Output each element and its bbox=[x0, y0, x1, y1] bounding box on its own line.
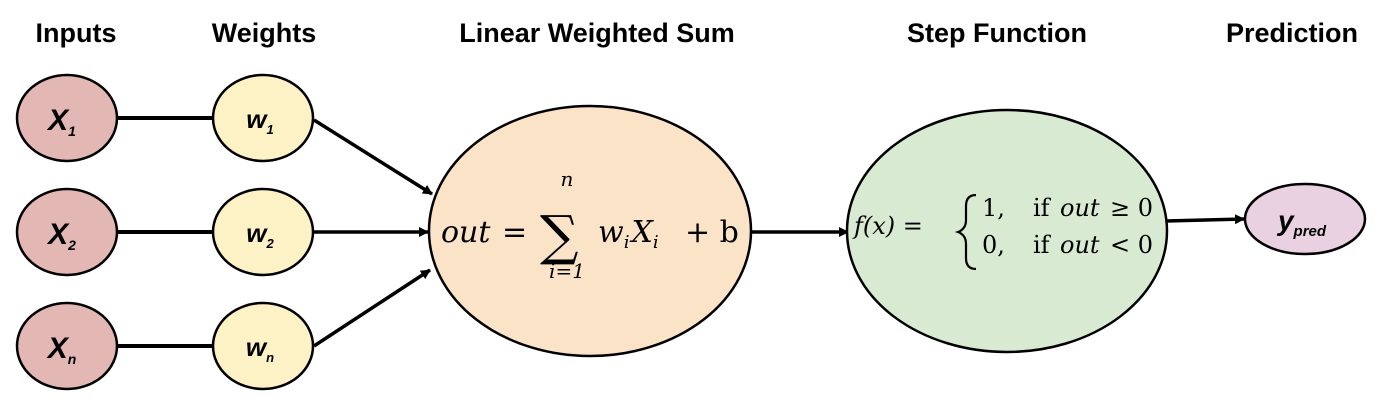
header-weights: Weights bbox=[212, 18, 317, 48]
input-node-shape bbox=[15, 301, 119, 391]
input-node-shape bbox=[15, 73, 119, 163]
case2-var: out bbox=[1060, 231, 1100, 259]
prediction-node-shape bbox=[1243, 182, 1367, 256]
input-label: Xn bbox=[46, 332, 77, 367]
weight-node-shape bbox=[211, 187, 315, 277]
case2-value: 0, bbox=[982, 231, 1005, 259]
input-label: X2 bbox=[46, 218, 76, 253]
input-node-shape bbox=[15, 187, 119, 277]
input-label: X1 bbox=[46, 104, 76, 139]
case1-condition: ≥ 0 bbox=[1110, 194, 1153, 222]
weight-label: wn bbox=[246, 332, 274, 365]
weight-label: w1 bbox=[246, 104, 273, 137]
header-step-function: Step Function bbox=[907, 18, 1087, 48]
brace-icon bbox=[954, 193, 977, 271]
sigma-symbol: ∑ bbox=[540, 204, 579, 267]
sum-lower-limit: i=1 bbox=[549, 259, 585, 283]
case2-condition: < 0 bbox=[1110, 231, 1153, 259]
weight-node-w1: w1 bbox=[211, 73, 315, 163]
case1-var: out bbox=[1060, 194, 1100, 222]
sum-lhs: out bbox=[441, 215, 491, 250]
arrow-w1-sum bbox=[313, 118, 433, 196]
header-linear-weighted-sum: Linear Weighted Sum bbox=[459, 18, 735, 48]
step-node-shape bbox=[845, 108, 1169, 354]
case1-value: 1, bbox=[982, 194, 1005, 222]
weight-node-w2: w2 bbox=[211, 187, 315, 277]
prediction-label: ypred bbox=[1276, 205, 1327, 240]
arrow-wn-sum bbox=[313, 268, 431, 348]
sum-bias: + b bbox=[685, 215, 739, 250]
header-prediction: Prediction bbox=[1226, 18, 1358, 48]
header-inputs: Inputs bbox=[36, 18, 117, 48]
prediction-node: ypred bbox=[1243, 182, 1367, 256]
input-node-x1: X1 bbox=[15, 73, 119, 163]
weight-node-shape bbox=[211, 301, 315, 391]
sum-upper-limit: n bbox=[561, 167, 574, 191]
sum-node: out = ∑ n i=1 wiXi + b bbox=[427, 104, 753, 358]
input-node-xn: Xn bbox=[15, 301, 119, 391]
step-node: f(x) = 1, if out ≥ 0 0, if out < 0 bbox=[845, 108, 1169, 354]
sum-term: wiXi bbox=[598, 215, 659, 253]
step-lhs: f(x) = bbox=[852, 212, 923, 240]
case2-if: if bbox=[1033, 231, 1052, 259]
case1-if: if bbox=[1033, 194, 1052, 222]
weight-label: w2 bbox=[246, 218, 274, 251]
arrow-step-prediction bbox=[1165, 214, 1245, 225]
input-node-x2: X2 bbox=[15, 187, 119, 277]
weight-node-shape bbox=[211, 73, 315, 163]
sum-node-shape bbox=[427, 104, 753, 358]
weight-node-wn: wn bbox=[211, 301, 315, 391]
sum-equals: = bbox=[502, 215, 527, 250]
